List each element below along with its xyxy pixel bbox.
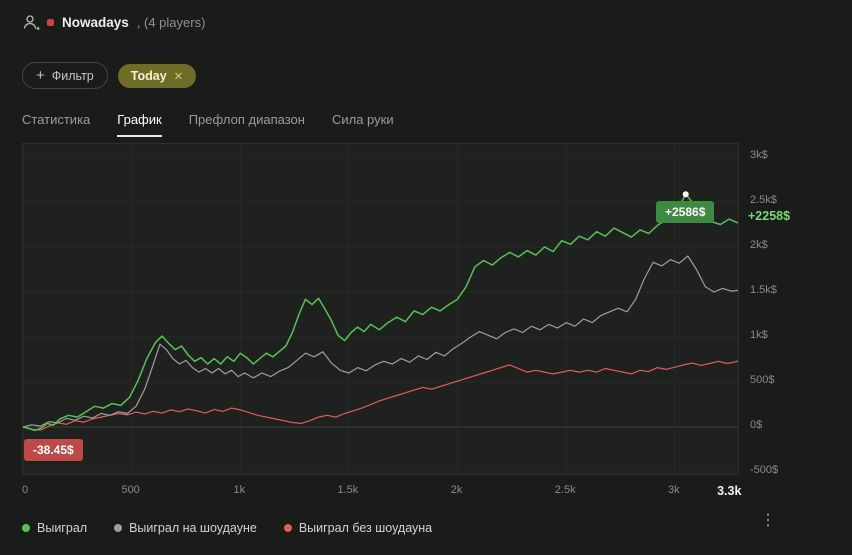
y-axis-label: 2k$ [750, 239, 768, 251]
x-axis-label: 3k [668, 484, 680, 496]
close-icon[interactable]: ✕ [173, 70, 184, 83]
add-filter-label: Фильтр [51, 68, 94, 83]
plus-icon: + [36, 67, 45, 84]
filter-chip-label: Today [130, 68, 167, 83]
start-value-badge: -38.45$ [24, 439, 83, 461]
y-axis-label: -500$ [750, 464, 779, 476]
legend-dot-won-no-showdown [283, 524, 292, 532]
y-axis-label: 0$ [750, 419, 763, 431]
legend-item-won-showdown[interactable]: Выиграл на шоудауне [114, 521, 257, 535]
more-options-icon[interactable]: ⋮ [760, 512, 776, 529]
legend-label: Выиграл [37, 521, 88, 535]
filter-row: + Фильтр Today ✕ [22, 62, 830, 89]
chart-canvas[interactable] [22, 143, 739, 475]
x-axis-label: 500 [121, 484, 140, 496]
legend-dot-won [22, 524, 30, 532]
x-axis-label: 1.5k [337, 484, 359, 496]
current-value-label: +2258$ [748, 209, 791, 223]
player-count: , (4 players) [136, 14, 206, 30]
y-axis-label: 500$ [750, 374, 775, 386]
x-axis-label: 3.3k [717, 484, 742, 498]
legend-dot-won-showdown [114, 524, 123, 532]
x-axis-label: 2.5k [554, 484, 576, 496]
y-axis-label: 1.5k$ [750, 284, 777, 296]
tab-hand-strength[interactable]: Сила руки [331, 112, 394, 127]
tab-graph[interactable]: График [117, 112, 162, 137]
winnings-chart: +2586$ -38.45$ +2258$ 3k$ 2.5k$ 2k$ 1.5k$ 1k… [22, 143, 790, 498]
peak-value-badge: +2586$ [656, 201, 715, 223]
x-axis-label: 2k [450, 484, 463, 496]
filter-chip-today[interactable]: Today ✕ [117, 63, 197, 88]
y-axis-label: 1k$ [750, 329, 768, 341]
tab-preflop-range[interactable]: Префлоп диапазон [188, 112, 305, 127]
legend-item-won-no-showdown[interactable]: Выиграл без шоудауна [283, 521, 433, 535]
tab-bar: Статистика График Префлоп диапазон Сила … [22, 112, 830, 137]
add-filter-button[interactable]: + Фильтр [22, 62, 108, 89]
y-axis-label: 3k$ [750, 149, 768, 161]
player-color-dot [47, 18, 54, 26]
x-axis-label: 1k [233, 484, 246, 496]
legend-label: Выиграл на шоудауне [129, 521, 257, 535]
tab-statistics[interactable]: Статистика [22, 112, 91, 127]
chart-legend: Выиграл Выиграл на шоудауне Выиграл без … [22, 513, 830, 535]
legend-label: Выиграл без шоудауна [298, 521, 433, 535]
player-icon: ✦ [22, 14, 41, 33]
legend-item-won[interactable]: Выиграл [22, 521, 87, 535]
x-axis-label: 0 [22, 484, 29, 496]
header: ✦ Nowadays , (4 players) [0, 0, 852, 33]
player-name: Nowadays [62, 14, 129, 30]
player-badge-icon: ✦ [35, 25, 41, 33]
y-axis-label: 2.5k$ [750, 194, 777, 206]
